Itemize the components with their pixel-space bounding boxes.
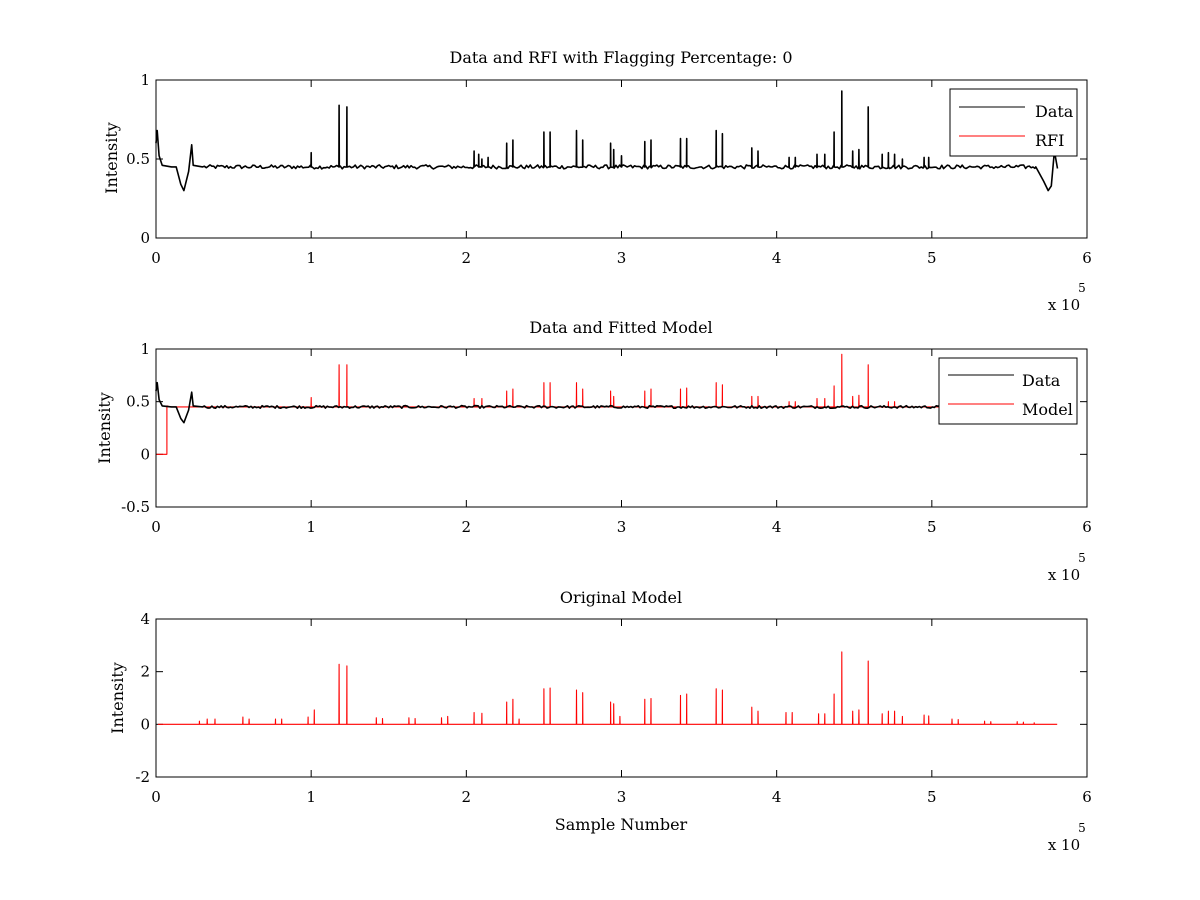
- y-tick-label: 1: [140, 340, 150, 358]
- subplot-1-legend: Data RFI: [949, 88, 1078, 157]
- series-line-data: [155, 90, 1059, 192]
- subplot-3-series: [157, 651, 1058, 725]
- x-tick-label: 4: [772, 788, 782, 806]
- subplot-2-x-exponent: x 10: [1048, 566, 1080, 584]
- series-line-data: [155, 381, 1058, 424]
- x-tick-label: 5: [927, 788, 937, 806]
- y-tick-label: 2: [140, 663, 150, 681]
- subplot-1-x-exponent: x 10: [1048, 296, 1080, 314]
- x-tick-label: 6: [1082, 788, 1092, 806]
- series-line-series: [157, 651, 1058, 725]
- x-tick-label: 0: [151, 788, 161, 806]
- subplot-1-legend-box: [949, 88, 1078, 157]
- y-tick-label: -0.5: [121, 498, 150, 516]
- legend-label-rfi: RFI: [1035, 131, 1064, 150]
- x-tick-label: 3: [617, 518, 627, 536]
- y-tick-label: 0: [140, 229, 150, 247]
- legend-label-data: Data: [1035, 102, 1074, 121]
- y-tick-label: 1: [140, 71, 150, 89]
- subplot-3-x-exponent-power: 5: [1078, 821, 1086, 835]
- subplot-1-title: Data and RFI with Flagging Percentage: 0: [449, 48, 792, 67]
- subplot-1-ylabel: Intensity: [102, 122, 121, 194]
- x-tick-label: 0: [151, 518, 161, 536]
- y-tick-label: 0: [140, 715, 150, 733]
- x-tick-label: 6: [1082, 249, 1092, 267]
- subplot-2-ylabel: Intensity: [95, 392, 114, 464]
- subplot-2: Data and Fitted Model Intensity 0 1 2 3 4 5 6 -…: [95, 318, 1092, 584]
- y-tick-label: 4: [140, 610, 150, 628]
- subplot-2-title: Data and Fitted Model: [529, 318, 712, 337]
- subplot-3: Original Model Intensity Sample Number 0…: [108, 588, 1092, 854]
- subplot-2-axes-box: [155, 348, 1088, 508]
- x-tick-label: 5: [927, 518, 937, 536]
- subplot-3-axes-box: [155, 618, 1088, 778]
- subplot-3-xlabel: Sample Number: [555, 815, 688, 834]
- x-tick-label: 1: [306, 788, 316, 806]
- subplot-1-series: [155, 90, 1059, 192]
- subplot-1-axes-box: [155, 79, 1088, 239]
- subplot-2-legend: Data Model: [938, 357, 1078, 425]
- y-tick-label: 0.5: [126, 393, 150, 411]
- subplot-3-ylabel: Intensity: [108, 662, 127, 734]
- subplot-3-title: Original Model: [560, 588, 682, 607]
- subplot-1-x-exponent-power: 5: [1078, 281, 1086, 295]
- legend-label-model: Model: [1022, 400, 1073, 419]
- y-tick-label: -2: [135, 768, 150, 786]
- x-tick-label: 2: [462, 249, 472, 267]
- subplot-2-legend-box: [938, 357, 1078, 425]
- subplot-2-x-exponent-power: 5: [1078, 551, 1086, 565]
- y-tick-label: 0.5: [126, 150, 150, 168]
- x-tick-label: 3: [617, 788, 627, 806]
- x-tick-label: 5: [927, 249, 937, 267]
- y-tick-label: 0: [140, 445, 150, 463]
- subplot-2-series: [155, 353, 1058, 455]
- x-tick-label: 2: [462, 518, 472, 536]
- x-tick-label: 4: [772, 249, 782, 267]
- legend-label-data-2: Data: [1022, 371, 1061, 390]
- subplot-1: Data and RFI with Flagging Percentage: 0…: [102, 48, 1092, 314]
- x-tick-label: 2: [462, 788, 472, 806]
- x-tick-label: 0: [151, 249, 161, 267]
- x-tick-label: 1: [306, 249, 316, 267]
- x-tick-label: 1: [306, 518, 316, 536]
- x-tick-label: 6: [1082, 518, 1092, 536]
- x-tick-label: 3: [617, 249, 627, 267]
- x-tick-label: 4: [772, 518, 782, 536]
- subplot-3-x-exponent: x 10: [1048, 836, 1080, 854]
